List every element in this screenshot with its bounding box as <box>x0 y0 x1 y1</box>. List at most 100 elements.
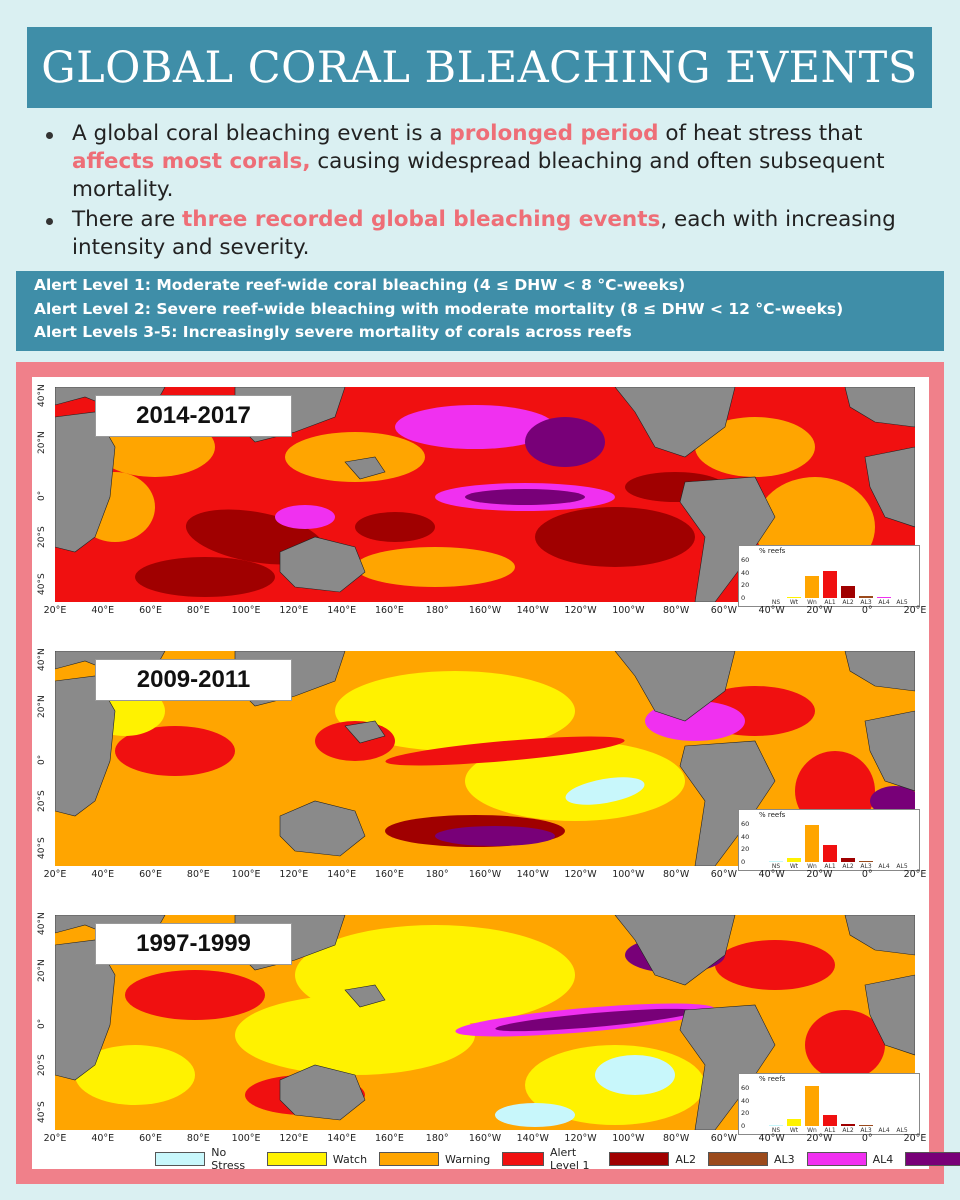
longitude-label: 20°E <box>903 869 927 880</box>
bar-AL2 <box>841 857 855 862</box>
land-mass <box>344 720 386 744</box>
latitude-label: 20°N <box>37 431 47 454</box>
land-mass <box>614 651 736 722</box>
x-tick-label: AL1 <box>824 1127 836 1134</box>
longitude-label: 20°E <box>43 1133 67 1144</box>
heat-stress-area <box>75 1045 195 1105</box>
longitude-label: 60°E <box>139 605 162 616</box>
color-legend: No Stress Watch Warning Alert Level 1 AL2 AL3… <box>155 1146 960 1172</box>
longitude-axis: 20°E 40°E 60°E 80°E 100°E 120°E 140°E 160°E 180°… <box>40 869 927 883</box>
latitude-label: 20°S <box>37 790 47 812</box>
y-tick-label: 0 <box>741 594 746 602</box>
longitude-label: 100°W <box>612 869 645 880</box>
x-tick-label: Wt <box>789 599 799 606</box>
y-tick-label: 20 <box>741 1109 750 1118</box>
land-mass <box>614 915 736 986</box>
land-mass <box>279 536 366 593</box>
heat-stress-area <box>870 786 915 816</box>
y-tick-label: 0 <box>741 858 746 866</box>
period-label: 2009-2011 <box>95 659 292 701</box>
x-tick-label: AL1 <box>824 863 836 870</box>
bar-NS <box>769 861 783 862</box>
land-mass <box>864 974 915 1056</box>
bullet-list: A global coral bleaching event is a prol… <box>42 120 922 264</box>
bullet-item: There are three recorded global bleachin… <box>42 206 922 262</box>
longitude-label: 20°W <box>806 1133 833 1144</box>
land-mass <box>864 446 915 528</box>
longitude-label: 160°W <box>468 869 502 880</box>
latitude-label: 40°S <box>37 573 47 595</box>
heat-stress-area <box>805 1010 885 1080</box>
longitude-label: 100°W <box>612 1133 645 1144</box>
x-tick-label: AL1 <box>824 599 836 606</box>
longitude-label: 80°W <box>662 1133 690 1144</box>
legend-item: AL4 <box>806 1152 893 1166</box>
x-tick-label: AL3 <box>860 863 872 870</box>
legend-swatch <box>502 1152 544 1166</box>
longitude-label: 20°E <box>903 605 927 616</box>
x-tick-label: AL3 <box>860 599 872 606</box>
longitude-label: 0° <box>861 869 873 880</box>
longitude-label: 120°E <box>279 1133 309 1144</box>
x-tick-label: AL5 <box>896 1127 908 1134</box>
x-tick-label: AL5 <box>896 599 908 606</box>
legend-swatch <box>609 1152 670 1166</box>
land-mass <box>279 1064 366 1121</box>
legend-label: AL3 <box>773 1152 795 1166</box>
x-tick-label: AL3 <box>860 1127 872 1134</box>
longitude-label: 80°E <box>186 1133 210 1144</box>
period-label: 1997-1999 <box>95 923 292 965</box>
longitude-label: 160°E <box>374 869 404 880</box>
bar-AL2 <box>841 585 855 598</box>
longitude-label: 40°W <box>758 1133 785 1144</box>
longitude-label: 40°E <box>91 605 115 616</box>
longitude-label: 140°E <box>327 1133 357 1144</box>
land-mass <box>614 387 736 458</box>
legend-swatch <box>379 1152 440 1166</box>
legend-item: AL3 <box>707 1152 795 1166</box>
x-tick-label: AL4 <box>878 1127 890 1134</box>
latitude-label: 40°N <box>37 384 47 407</box>
longitude-label: 100°E <box>231 1133 261 1144</box>
longitude-label: 180° <box>425 869 449 880</box>
x-tick-label: AL4 <box>878 599 890 606</box>
longitude-label: 120°E <box>279 605 309 616</box>
land-mass <box>344 984 386 1008</box>
legend-swatch <box>707 1152 768 1166</box>
longitude-axis: 20°E 40°E 60°E 80°E 100°E 120°E 140°E 160°E 180°… <box>40 1133 927 1147</box>
y-tick-label: 60 <box>741 820 750 828</box>
longitude-label: 60°E <box>139 1133 162 1144</box>
alert-levels-3-5: Alert Levels 3-5: Increasingly severe mo… <box>34 323 632 341</box>
latitude-label: 20°N <box>37 695 47 718</box>
legend-item: No Stress <box>155 1146 255 1172</box>
longitude-label: 20°W <box>806 605 833 616</box>
legend-swatch <box>905 1152 960 1166</box>
bar-NS <box>769 1125 783 1126</box>
longitude-label: 60°W <box>710 605 737 616</box>
latitude-label: 0° <box>37 1018 47 1029</box>
legend-item: AL2 <box>609 1152 696 1166</box>
longitude-label: 140°W <box>516 869 549 880</box>
longitude-label: 160°W <box>468 1133 502 1144</box>
bar-AL1 <box>823 571 837 598</box>
legend-label: Watch <box>332 1152 368 1166</box>
x-tick-label: Wn <box>807 863 817 870</box>
legend-swatch <box>806 1152 867 1166</box>
x-tick-label: Wt <box>789 1127 799 1134</box>
longitude-label: 160°E <box>374 605 404 616</box>
longitude-label: 40°E <box>91 869 115 880</box>
heat-stress-area <box>115 726 235 776</box>
legend-label: No Stress <box>211 1146 246 1172</box>
land-mass <box>844 387 915 428</box>
y-tick-label: 20 <box>741 845 750 854</box>
x-tick-label: NS <box>771 1127 781 1134</box>
heat-stress-area <box>395 405 555 449</box>
bar-Wn <box>805 825 819 862</box>
bar-Wn <box>805 1086 819 1126</box>
heat-stress-area <box>135 557 275 597</box>
longitude-label: 100°E <box>231 869 261 880</box>
x-tick-label: Wn <box>807 1127 817 1134</box>
heat-stress-area <box>525 417 605 467</box>
heat-stress-area <box>595 1055 675 1095</box>
longitude-label: 80°E <box>186 869 210 880</box>
